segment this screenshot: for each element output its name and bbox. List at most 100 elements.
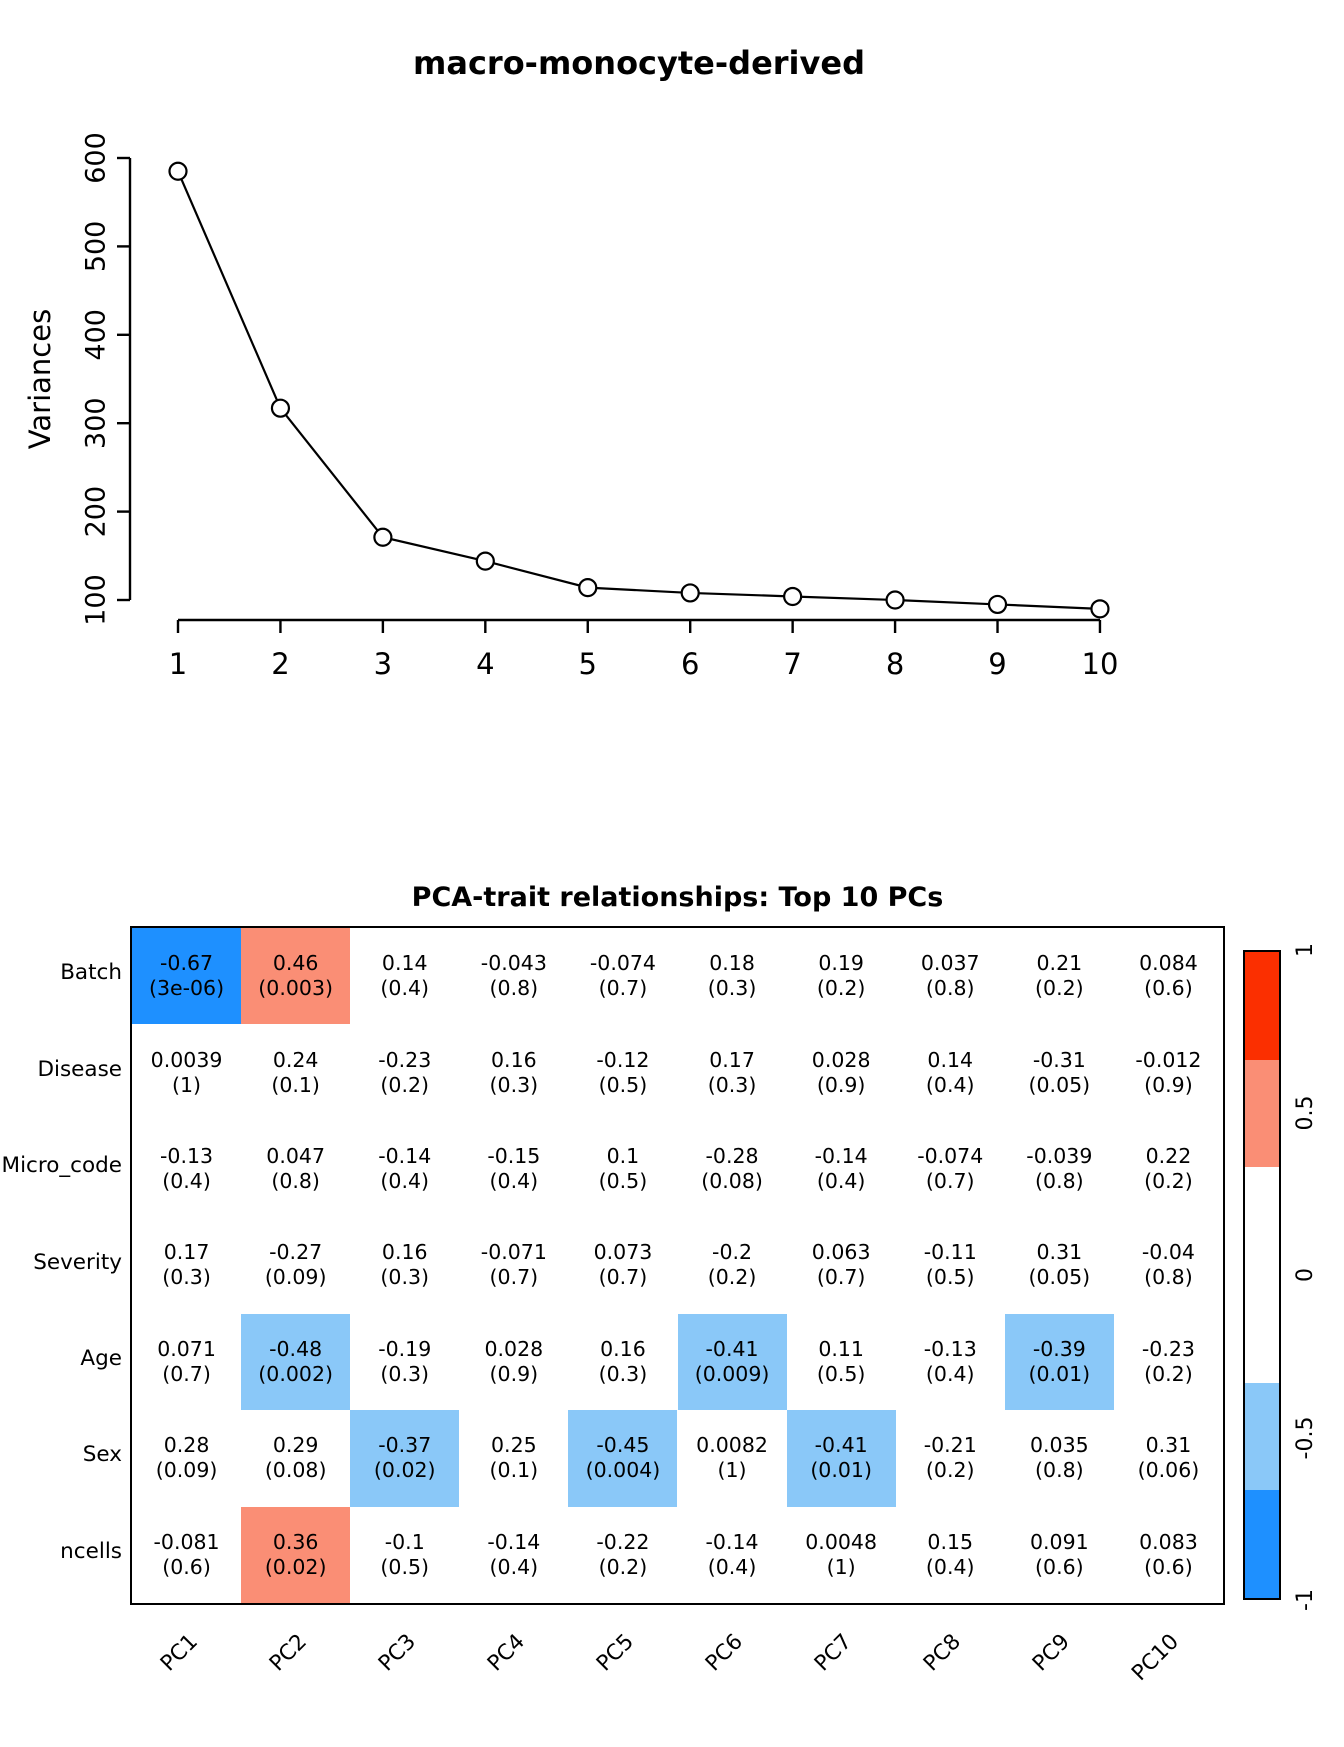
heatmap-cell: -0.23 (0.2) (350, 1024, 460, 1121)
cell-correlation: 0.28 (163, 1433, 210, 1458)
cell-pvalue: (0.5) (816, 1361, 866, 1386)
heatmap-cell: 0.17 (0.3) (132, 1217, 242, 1314)
cell-correlation: -0.11 (923, 1240, 977, 1265)
cell-pvalue: (0.5) (380, 1554, 430, 1579)
heatmap-cell: -0.14 (0.4) (677, 1506, 787, 1603)
variance-point (987, 594, 1008, 615)
heatmap-cell: 0.16 (0.3) (350, 1217, 460, 1314)
cell-correlation: -0.14 (378, 1144, 432, 1169)
heatmap-cell: -0.14 (0.4) (786, 1120, 896, 1218)
colorbar-tick-label: 1 (1293, 943, 1318, 957)
cell-correlation: 0.31 (1036, 1240, 1083, 1265)
heatmap-cell: 0.1 (0.5) (568, 1120, 678, 1218)
cell-correlation: -0.19 (378, 1336, 432, 1361)
cell-pvalue: (0.2) (380, 1072, 430, 1097)
heatmap-cell: -0.12 (0.5) (568, 1024, 678, 1121)
cell-correlation: 0.073 (593, 1240, 653, 1265)
cell-pvalue: (0.7) (598, 1265, 648, 1290)
heatmap-cell: 0.17 (0.3) (677, 1024, 787, 1121)
cell-pvalue: (0.08) (264, 1458, 327, 1483)
cell-pvalue: (0.6) (162, 1554, 211, 1579)
x-tick-label: 1 (169, 647, 187, 681)
cell-pvalue: (0.4) (380, 976, 430, 1001)
variance-point (373, 527, 393, 547)
cell-correlation: -0.012 (1135, 1047, 1202, 1072)
cell-pvalue: (0.3) (707, 976, 757, 1001)
cell-correlation: -0.12 (596, 1047, 650, 1072)
y-tick-label: 300 (81, 397, 112, 449)
cell-pvalue: (0.2) (1144, 1361, 1193, 1386)
heatmap-cell: -0.14 (0.4) (350, 1120, 460, 1218)
cell-pvalue: (0.01) (810, 1458, 872, 1483)
colorbar-tick-label: -1 (1293, 1589, 1318, 1611)
cell-pvalue: (0.5) (598, 1072, 648, 1097)
cell-pvalue: (0.02) (373, 1458, 436, 1483)
cell-correlation: 0.21 (1036, 951, 1083, 976)
cell-pvalue: (0.1) (489, 1458, 539, 1483)
cell-pvalue: (0.4) (489, 1169, 539, 1194)
heatmap-cell: 0.037 (0.8) (895, 928, 1005, 1025)
heatmap-cell: 0.18 (0.3) (677, 928, 787, 1025)
colorbar-segment (1245, 1059, 1279, 1168)
heatmap-column-label: PC6 (700, 1629, 748, 1677)
cell-correlation: -0.22 (596, 1529, 650, 1554)
cell-correlation: -0.14 (705, 1529, 759, 1554)
cell-correlation: 0.19 (818, 951, 864, 976)
heatmap-cell: -0.13 (0.4) (132, 1120, 242, 1218)
heatmap-cell: 0.31 (0.06) (1113, 1410, 1223, 1507)
cell-correlation: -0.043 (480, 951, 547, 976)
cell-pvalue: (0.9) (489, 1361, 539, 1386)
cell-correlation: -0.074 (917, 1144, 984, 1169)
heatmap-row-label: Severity (33, 1249, 122, 1275)
heatmap-cell: 0.24 (0.1) (241, 1024, 351, 1121)
y-tick-label: 600 (81, 132, 112, 184)
heatmap-cell: -0.27 (0.09) (241, 1217, 351, 1314)
cell-correlation: -0.2 (712, 1240, 753, 1265)
x-tick-label: 4 (476, 647, 494, 681)
heatmap-column-label: PC3 (373, 1629, 421, 1677)
cell-correlation: 0.17 (163, 1240, 210, 1265)
variance-line (176, 170, 1101, 610)
heatmap-cell: 0.028 (0.9) (459, 1313, 569, 1411)
cell-correlation: -0.15 (487, 1144, 541, 1169)
x-tick-label: 3 (374, 647, 392, 681)
cell-pvalue: (0.3) (380, 1265, 430, 1290)
cell-correlation: -0.37 (378, 1433, 432, 1458)
heatmap-cell: -0.13 (0.4) (895, 1313, 1005, 1411)
cell-correlation: -0.21 (923, 1433, 977, 1458)
heatmap-column-label: PC10 (1127, 1629, 1185, 1687)
cell-correlation: 0.31 (1145, 1433, 1192, 1458)
heatmap-cell: 0.0048 (1) (786, 1506, 896, 1603)
heatmap-cell: -0.22 (0.2) (568, 1506, 678, 1603)
heatmap-cell: 0.14 (0.4) (350, 928, 460, 1025)
cell-pvalue: (1) (172, 1072, 202, 1097)
cell-correlation: -0.48 (269, 1336, 323, 1361)
y-tick-label: 400 (81, 309, 112, 361)
cell-correlation: 0.15 (927, 1529, 974, 1554)
colorbar (1243, 950, 1281, 1600)
cell-correlation: -0.27 (269, 1240, 323, 1265)
cell-correlation: 0.25 (491, 1433, 537, 1458)
y-tick-label: 500 (81, 221, 112, 273)
heatmap-cell: 0.091 (0.6) (1004, 1506, 1114, 1603)
x-tick-label: 8 (886, 647, 904, 681)
variance-point (168, 161, 188, 181)
x-tick-label: 6 (681, 647, 699, 681)
cell-pvalue: (0.9) (1144, 1072, 1193, 1097)
cell-correlation: 0.16 (381, 1240, 428, 1265)
heatmap-grid: -0.67 (3e-06) 0.46 (0.003) 0.14 (0.4) -0.043 (0… (130, 926, 1225, 1605)
cell-pvalue: (0.7) (598, 976, 648, 1001)
cell-correlation: 0.0082 (696, 1433, 768, 1458)
cell-correlation: 0.028 (811, 1047, 871, 1072)
cell-correlation: -0.04 (1141, 1240, 1195, 1265)
heatmap-cell: 0.16 (0.3) (459, 1024, 569, 1121)
heatmap-cell: -0.41 (0.01) (786, 1410, 896, 1507)
heatmap-cell: 0.31 (0.05) (1004, 1217, 1114, 1314)
cell-pvalue: (0.004) (585, 1458, 661, 1483)
heatmap-cell: 0.14 (0.4) (895, 1024, 1005, 1121)
cell-correlation: 0.14 (927, 1047, 974, 1072)
cell-pvalue: (0.3) (162, 1265, 211, 1290)
cell-pvalue: (0.08) (701, 1169, 763, 1194)
cell-pvalue: (0.3) (707, 1072, 757, 1097)
cell-correlation: 0.084 (1139, 951, 1198, 976)
